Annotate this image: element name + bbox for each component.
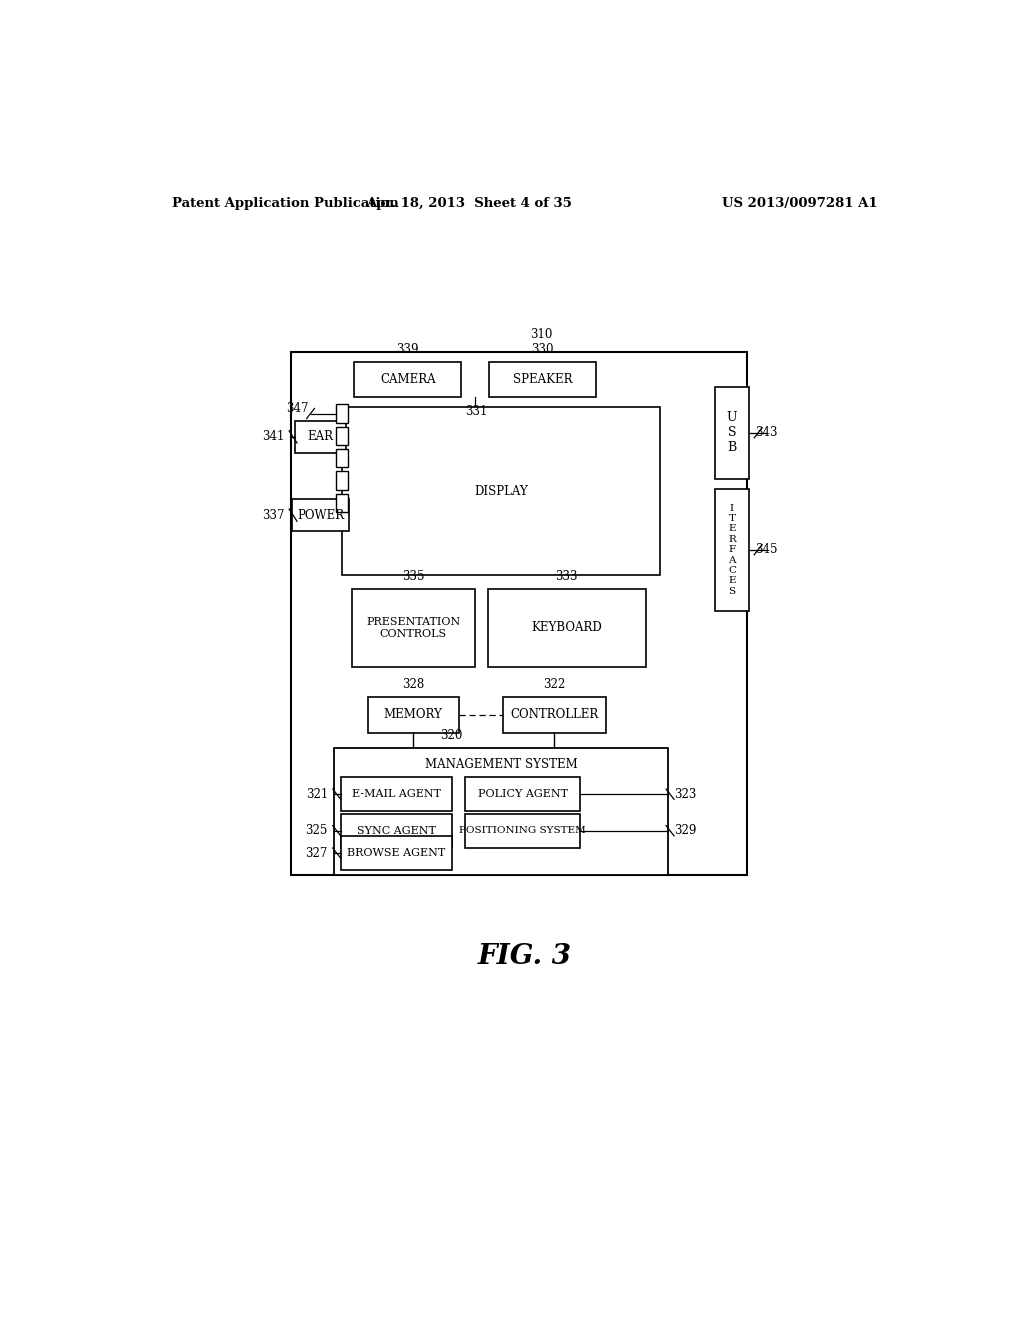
Text: SPEAKER: SPEAKER (513, 374, 572, 385)
Text: 347: 347 (286, 401, 308, 414)
FancyBboxPatch shape (341, 814, 452, 847)
Text: 337: 337 (262, 508, 285, 521)
Text: Patent Application Publication: Patent Application Publication (172, 197, 398, 210)
Text: 331: 331 (465, 405, 487, 418)
Text: 320: 320 (439, 729, 462, 742)
Text: 335: 335 (402, 570, 425, 583)
Text: Apr. 18, 2013  Sheet 4 of 35: Apr. 18, 2013 Sheet 4 of 35 (367, 197, 572, 210)
FancyBboxPatch shape (336, 404, 348, 422)
Text: I
T
E
R
F
A
C
E
S: I T E R F A C E S (728, 504, 736, 595)
Text: 339: 339 (396, 343, 419, 355)
FancyBboxPatch shape (368, 697, 459, 733)
Text: KEYBOARD: KEYBOARD (531, 622, 602, 635)
Text: 321: 321 (306, 788, 328, 801)
Text: CAMERA: CAMERA (380, 374, 435, 385)
Text: US 2013/0097281 A1: US 2013/0097281 A1 (722, 197, 878, 210)
Text: MEMORY: MEMORY (384, 709, 442, 721)
Text: PRESENTATION
CONTROLS: PRESENTATION CONTROLS (367, 618, 461, 639)
Text: POWER: POWER (297, 508, 344, 521)
FancyBboxPatch shape (336, 494, 348, 512)
Text: U
S
B: U S B (727, 412, 737, 454)
Text: MANAGEMENT SYSTEM: MANAGEMENT SYSTEM (425, 758, 578, 771)
FancyBboxPatch shape (336, 471, 348, 490)
FancyBboxPatch shape (334, 748, 668, 875)
Text: E-MAIL AGENT: E-MAIL AGENT (351, 789, 440, 799)
Text: BROWSE AGENT: BROWSE AGENT (347, 849, 445, 858)
Text: 328: 328 (402, 678, 424, 690)
FancyBboxPatch shape (715, 488, 749, 611)
FancyBboxPatch shape (715, 387, 749, 479)
FancyBboxPatch shape (342, 408, 659, 576)
Text: FIG. 3: FIG. 3 (478, 942, 571, 970)
FancyBboxPatch shape (354, 362, 461, 397)
Text: 333: 333 (556, 570, 579, 583)
Text: 345: 345 (755, 544, 777, 556)
Text: 322: 322 (543, 678, 565, 690)
FancyBboxPatch shape (341, 837, 452, 870)
FancyBboxPatch shape (465, 814, 581, 847)
FancyBboxPatch shape (295, 421, 346, 453)
Text: DISPLAY: DISPLAY (474, 484, 527, 498)
Text: 329: 329 (674, 824, 696, 837)
Text: CONTROLLER: CONTROLLER (510, 709, 598, 721)
Text: 343: 343 (755, 426, 777, 440)
FancyBboxPatch shape (336, 426, 348, 445)
Text: 330: 330 (531, 343, 554, 355)
Text: 310: 310 (530, 329, 553, 342)
FancyBboxPatch shape (336, 449, 348, 467)
Text: SYNC AGENT: SYNC AGENT (356, 826, 435, 836)
FancyBboxPatch shape (291, 351, 746, 875)
FancyBboxPatch shape (341, 777, 452, 810)
Text: POLICY AGENT: POLICY AGENT (478, 789, 568, 799)
FancyBboxPatch shape (465, 777, 581, 810)
FancyBboxPatch shape (487, 589, 646, 667)
Text: 341: 341 (262, 430, 285, 444)
FancyBboxPatch shape (489, 362, 596, 397)
Text: POSITIONING SYSTEM: POSITIONING SYSTEM (460, 826, 586, 836)
FancyBboxPatch shape (503, 697, 606, 733)
FancyBboxPatch shape (292, 499, 349, 532)
FancyBboxPatch shape (352, 589, 475, 667)
Text: 323: 323 (674, 788, 696, 801)
Text: EAR: EAR (307, 430, 334, 444)
Text: 327: 327 (305, 846, 328, 859)
Text: 325: 325 (305, 824, 328, 837)
